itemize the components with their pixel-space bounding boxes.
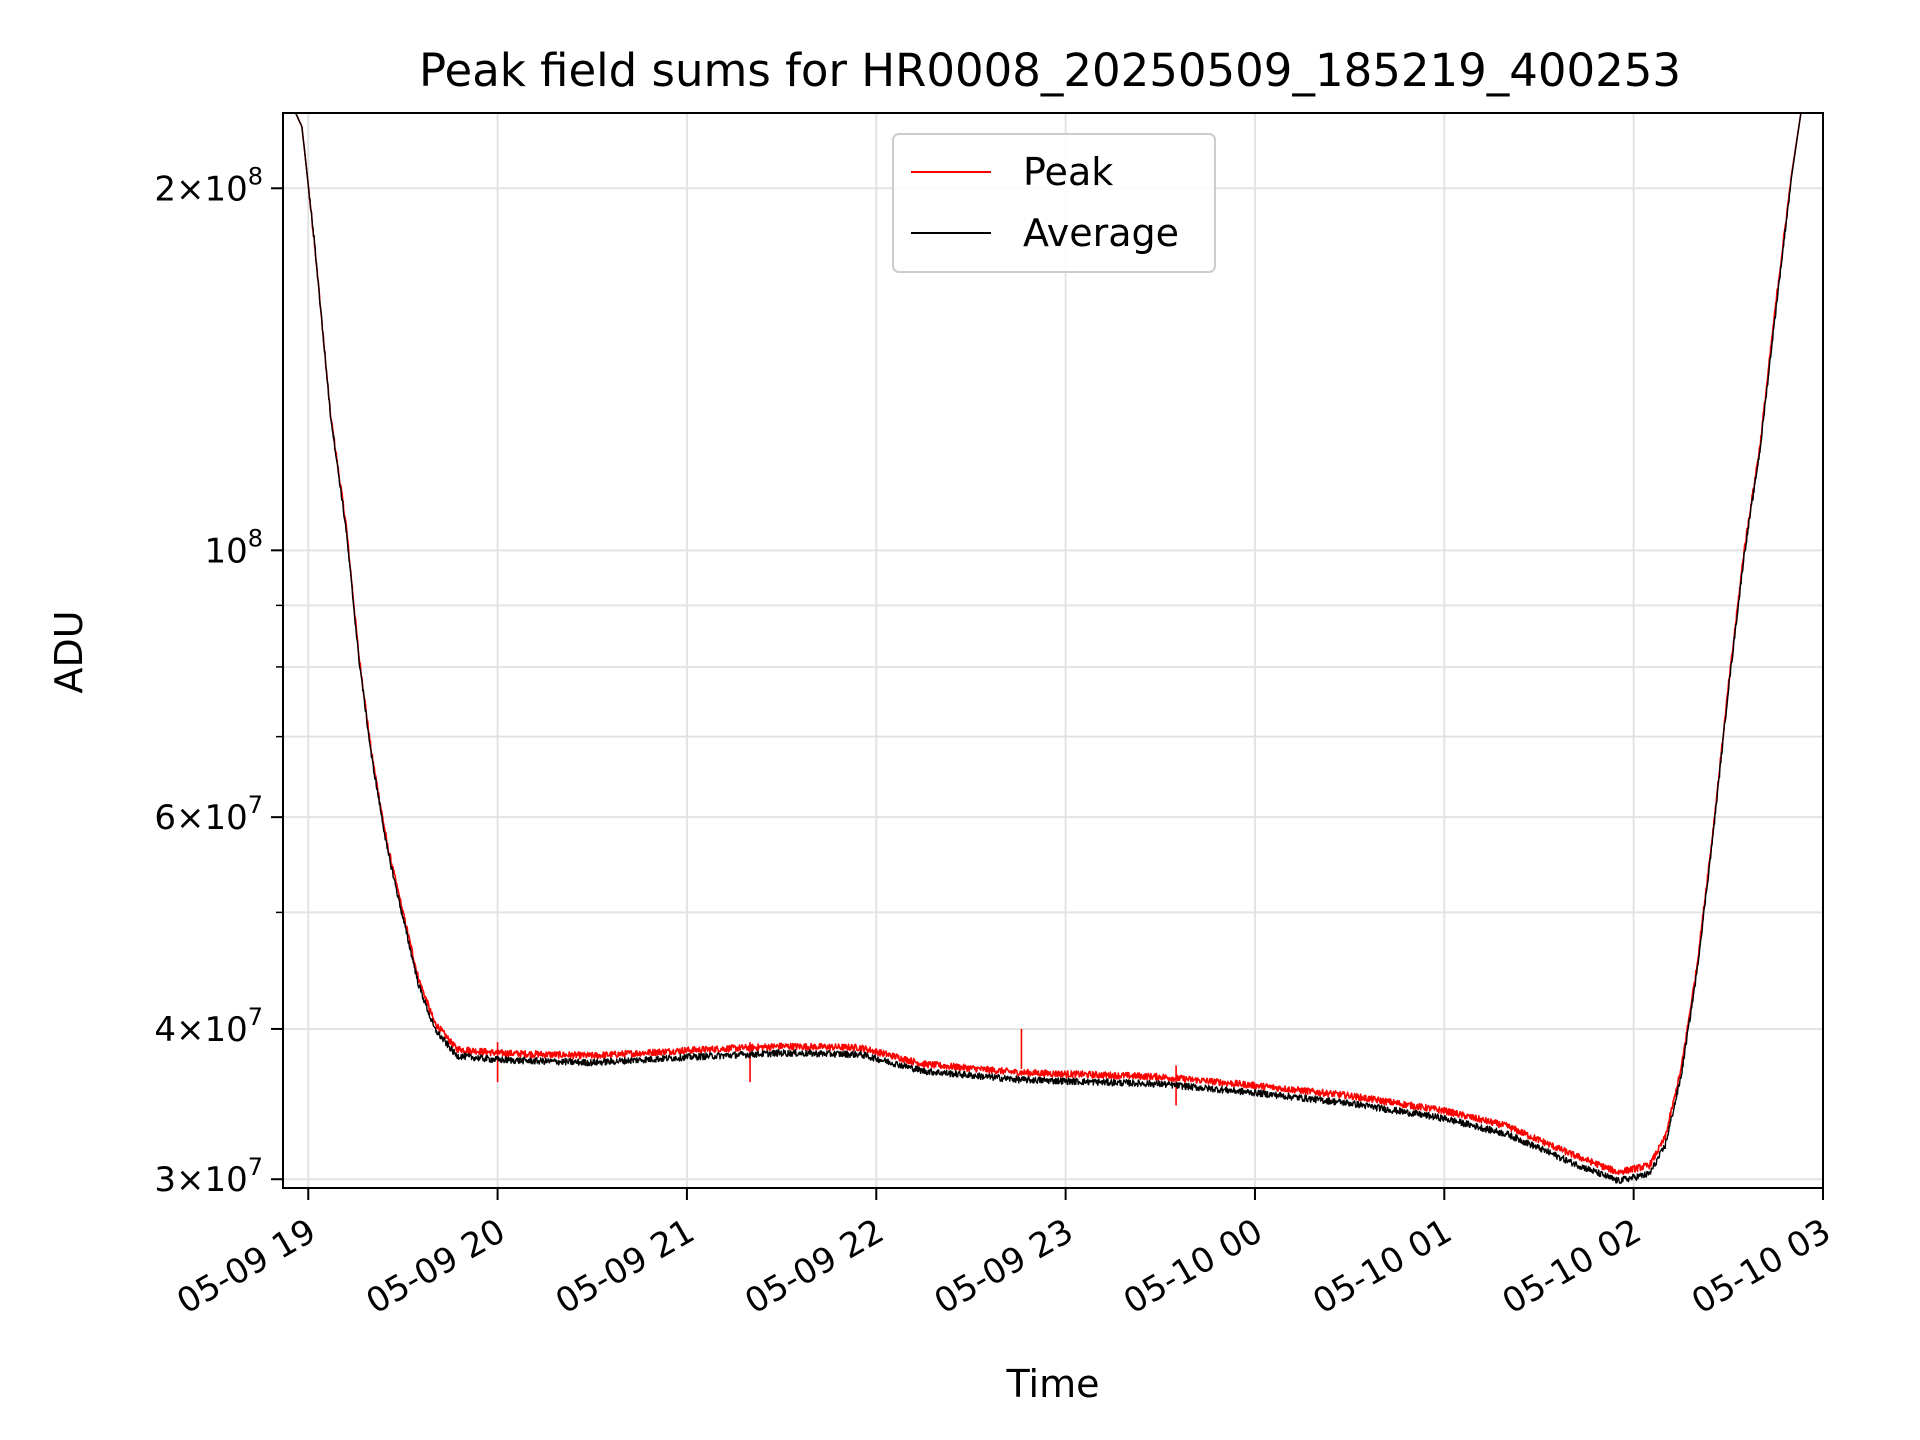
x-tick-label: 05-09 22 (738, 1211, 890, 1322)
series-line-average (283, 113, 1823, 1184)
x-axis: 05-09 19 05-09 20 05-09 21 05-09 22 05-09 23… (170, 1188, 1838, 1322)
y-tick-label: 2×108 (154, 162, 263, 209)
y-axis: 3×107 4×107 6×107 108 2×108 (154, 162, 283, 1200)
x-tick-label: 05-09 23 (928, 1211, 1080, 1322)
legend-box (892, 133, 1216, 273)
y-tick-label: 6×107 (154, 791, 263, 838)
x-tick-label: 05-10 00 (1117, 1211, 1269, 1322)
y-axis-label: ADU (47, 610, 91, 693)
x-axis-label: Time (1006, 1362, 1100, 1406)
y-tick-label: 108 (204, 524, 263, 571)
legend: Peak Average (892, 133, 1216, 273)
grid (283, 113, 1824, 1188)
x-tick-label: 05-09 21 (549, 1211, 701, 1322)
x-tick-label: 05-09 20 (360, 1211, 512, 1322)
chart-title: Peak field sums for HR0008_20250509_1852… (419, 44, 1681, 97)
x-tick-label: 05-09 19 (170, 1211, 322, 1322)
y-tick-label: 3×107 (154, 1153, 263, 1200)
x-tick-label: 05-10 02 (1496, 1211, 1648, 1322)
legend-label-average: Average (1023, 211, 1179, 255)
legend-label-peak: Peak (1023, 150, 1113, 194)
plot-area (283, 113, 1823, 1184)
x-tick-label: 05-10 03 (1685, 1211, 1837, 1322)
plot-frame (282, 112, 1824, 1189)
series-line-peak (283, 113, 1823, 1176)
x-tick-label: 05-10 01 (1306, 1211, 1458, 1322)
y-tick-label: 4×107 (154, 1003, 263, 1050)
